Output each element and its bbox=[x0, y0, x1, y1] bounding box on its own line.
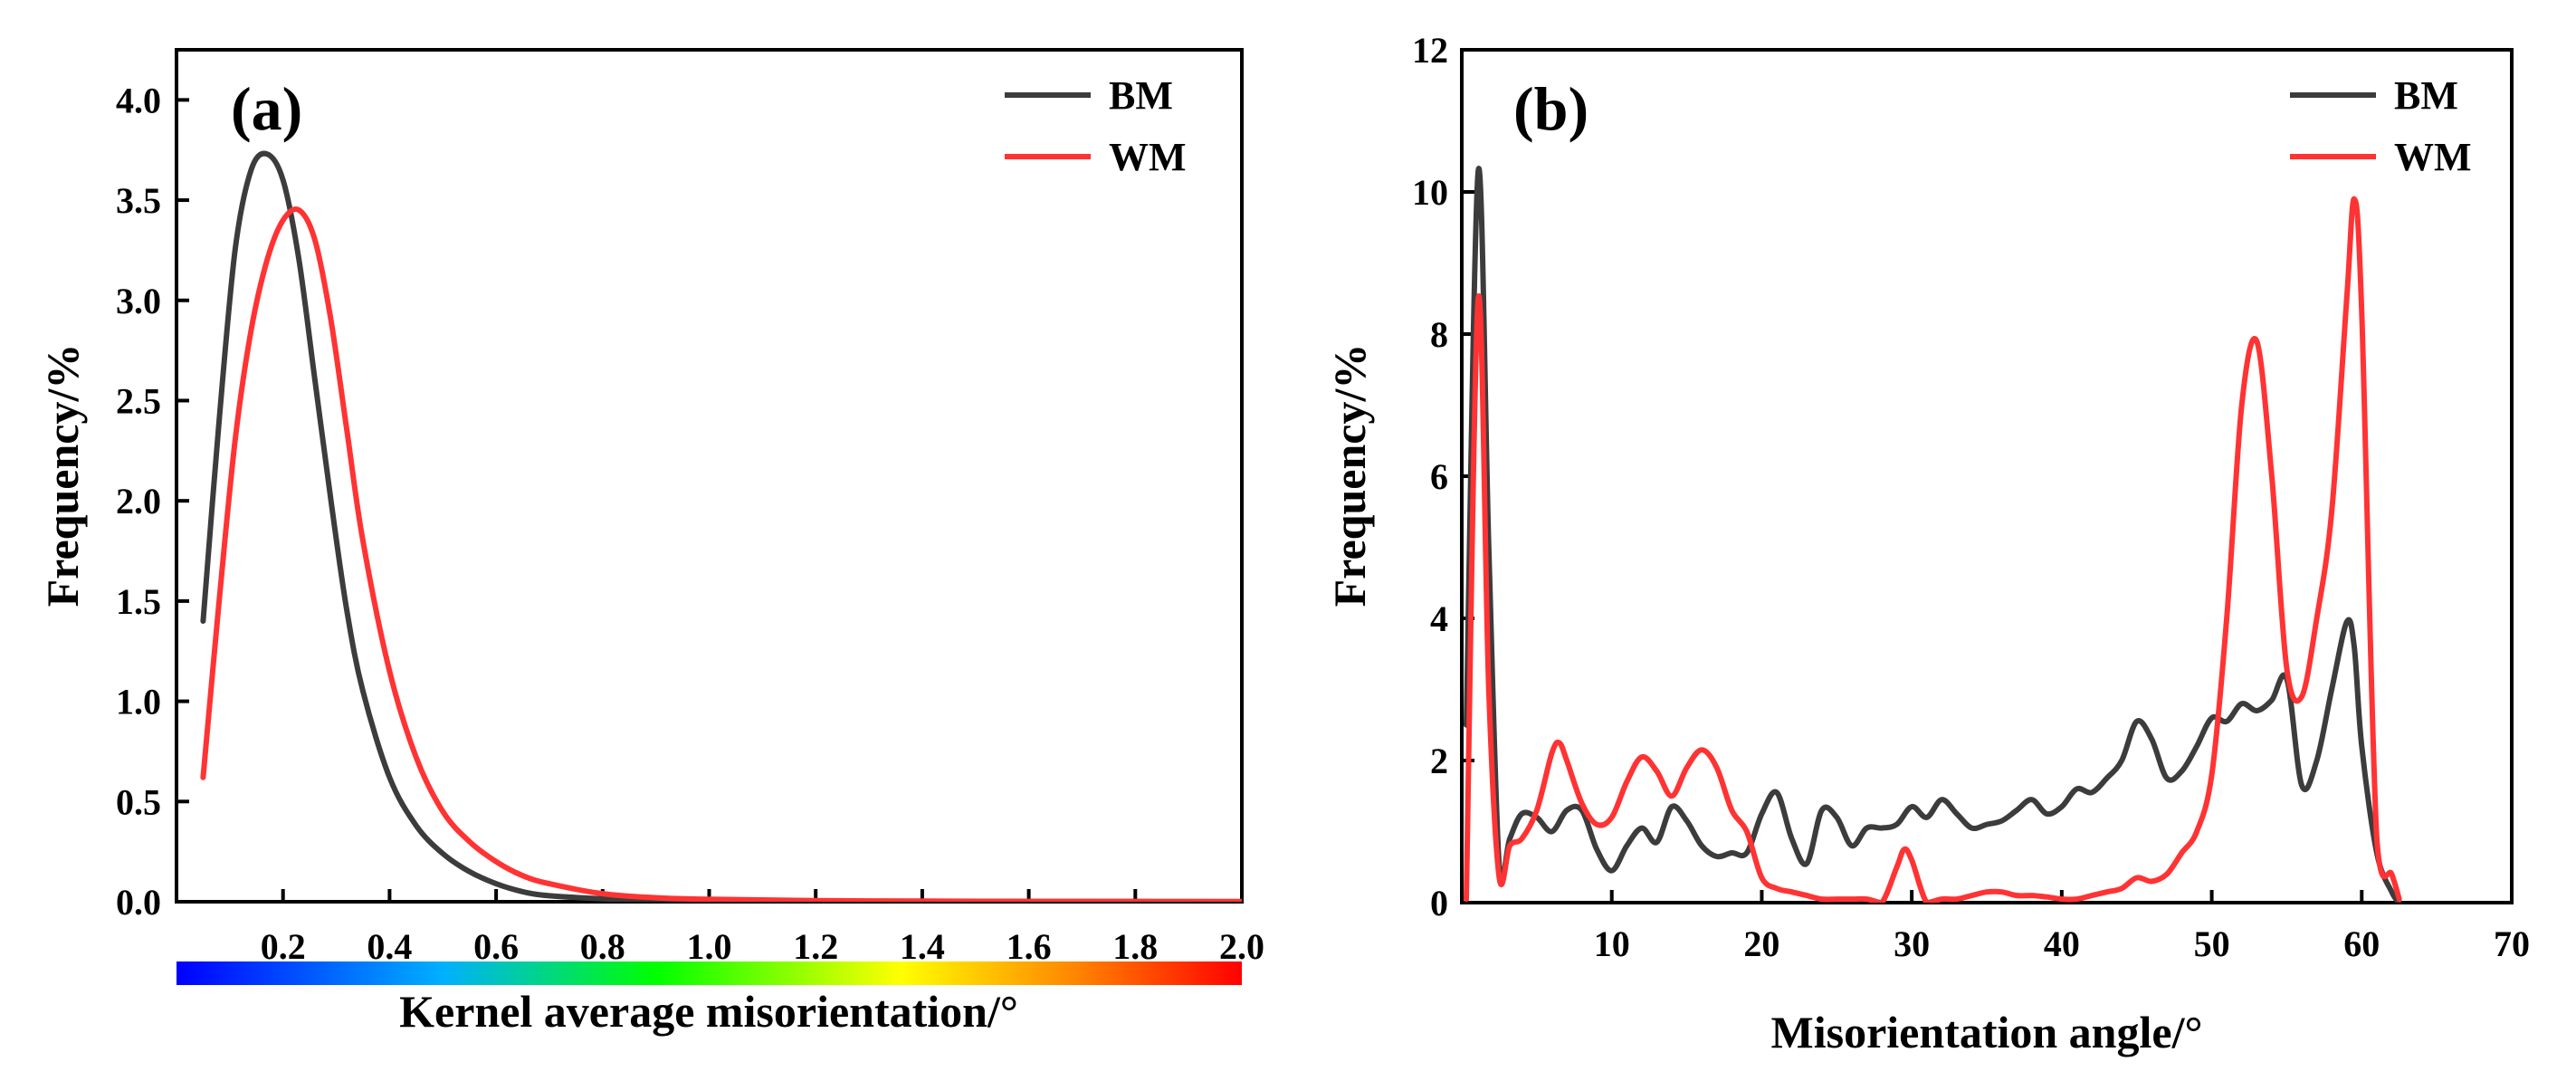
panel-a-y-tick-label: 0.5 bbox=[116, 781, 161, 822]
panel-b-legend-label-wm: WM bbox=[2394, 135, 2472, 179]
panel-a-plot-frame bbox=[175, 48, 1244, 904]
panel-a-x-tick-label: 0.4 bbox=[367, 926, 412, 967]
panel-a-y-tick-label: 0.0 bbox=[116, 882, 161, 923]
panel-a-y-tick-label: 2.5 bbox=[116, 380, 161, 421]
panel-b-y-tick-label: 2 bbox=[1430, 741, 1448, 781]
panel-b-y-axis-label: Frequency/% bbox=[1324, 344, 1375, 607]
panel-b-x-tick-label: 70 bbox=[2494, 923, 2530, 964]
panel-b-y-tick-label: 4 bbox=[1430, 598, 1448, 639]
panel-b-tag: (b) bbox=[1513, 74, 1589, 143]
panel-a-x-tick-label: 1.2 bbox=[793, 926, 838, 967]
panel-b-y-tick-label: 0 bbox=[1430, 883, 1448, 923]
panel-b-x-tick-label: 20 bbox=[1743, 923, 1779, 964]
panel-a-y-axis-label: Frequency/% bbox=[37, 344, 88, 607]
panel-a-series bbox=[200, 150, 1242, 902]
panel-a-legend-label-bm: BM bbox=[1109, 73, 1173, 118]
kam-colorbar bbox=[177, 961, 1242, 985]
panel-a-y-tick-label: 1.0 bbox=[116, 682, 161, 722]
panel-b-legend: BM WM bbox=[2290, 73, 2472, 179]
panel-a-legend: BM WM bbox=[1005, 73, 1187, 179]
panel-b-series-bm bbox=[1464, 166, 2402, 903]
panel-b-plot-frame bbox=[1460, 48, 2514, 904]
panel-a-y-tick-label: 3.5 bbox=[116, 180, 161, 221]
panel-a-legend-label-wm: WM bbox=[1109, 135, 1187, 179]
panel-a-y-tick-label: 3.0 bbox=[116, 281, 161, 321]
panel-b-ticks: 10 20 30 40 50 60 70 0 2 4 6 8 10 12 bbox=[1412, 30, 2530, 964]
panel-b-x-tick-label: 10 bbox=[1594, 923, 1630, 964]
panel-b-y-tick-label: 10 bbox=[1412, 172, 1448, 213]
panel-a-chart: 0.2 0.4 0.6 0.8 1.0 1.2 1.4 1.6 1.8 2.0 0.0 0.5 1.0 1… bbox=[37, 48, 1264, 1037]
panel-b-series-wm bbox=[1464, 196, 2402, 903]
panel-b-y-tick-label: 12 bbox=[1412, 30, 1448, 71]
panel-a-x-tick-label: 1.4 bbox=[900, 926, 945, 967]
panel-b-y-tick-label: 6 bbox=[1430, 456, 1448, 497]
panel-b-legend-label-bm: BM bbox=[2394, 73, 2458, 118]
panel-a-y-tick-label: 1.5 bbox=[116, 581, 161, 622]
panel-b-x-tick-label: 50 bbox=[2194, 923, 2230, 964]
panel-a-x-tick-label: 2.0 bbox=[1219, 926, 1264, 967]
panel-b-x-tick-label: 40 bbox=[2044, 923, 2080, 964]
panel-a-x-tick-label: 0.2 bbox=[261, 926, 306, 967]
panel-a-tag: (a) bbox=[231, 74, 302, 143]
panel-a-y-tick-label: 4.0 bbox=[116, 80, 161, 120]
panel-b-y-tick-label: 8 bbox=[1430, 314, 1448, 355]
panel-a-x-tick-label: 0.8 bbox=[580, 926, 625, 967]
panel-a-ticks: 0.2 0.4 0.6 0.8 1.0 1.2 1.4 1.6 1.8 2.0 0.0 0.5 1.0 1… bbox=[116, 80, 1264, 967]
panel-b-x-tick-label: 30 bbox=[1894, 923, 1930, 964]
panel-a-x-tick-label: 1.6 bbox=[1007, 926, 1052, 967]
panel-a-x-tick-label: 0.6 bbox=[473, 926, 519, 967]
panel-a-x-tick-label: 1.0 bbox=[687, 926, 732, 967]
panel-b-chart: 10 20 30 40 50 60 70 0 2 4 6 8 10 12 BM WM (b) Misorie… bbox=[1324, 30, 2530, 1057]
panel-a-y-tick-label: 2.0 bbox=[116, 481, 161, 521]
panel-a-series-wm bbox=[200, 206, 1242, 902]
panel-b-x-axis-label: Misorientation angle/° bbox=[1771, 1007, 2203, 1057]
panel-a-x-tick-label: 1.8 bbox=[1112, 926, 1158, 967]
panel-a-x-axis-label: Kernel average misorientation/° bbox=[399, 986, 1018, 1037]
panel-b-series bbox=[1464, 166, 2402, 903]
panel-b-x-tick-label: 60 bbox=[2343, 923, 2380, 964]
